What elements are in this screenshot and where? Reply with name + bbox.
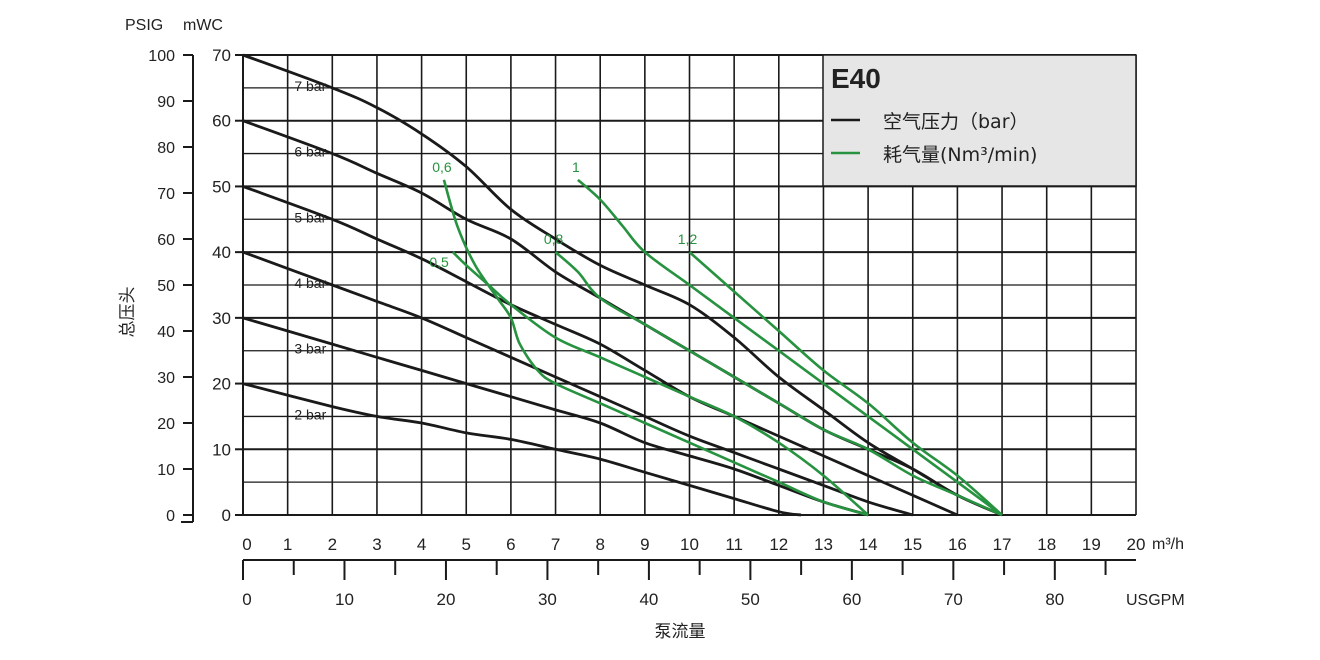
air-curve-1 — [577, 178, 1003, 517]
y-tick-label: 20 — [212, 375, 231, 394]
x-tick-label: 4 — [417, 535, 426, 554]
pressure-curve-label: 6 bar — [294, 144, 326, 160]
pressure-curve-4-bar — [242, 250, 914, 517]
y-tick-label: 50 — [212, 177, 231, 196]
y2-tick-label: 20 — [157, 416, 175, 433]
air-curve-label: 0,8 — [544, 231, 564, 247]
y2-tick-label: 90 — [157, 94, 175, 111]
x-tick-label: 1 — [283, 535, 292, 554]
pressure-curve-label: 2 bar — [294, 406, 326, 422]
x-tick-label: 11 — [725, 535, 743, 554]
y-tick-label: 40 — [212, 243, 231, 262]
x2-unit-label: USGPM — [1126, 592, 1185, 609]
x-tick-label: 3 — [372, 535, 381, 554]
x-tick-label: 19 — [1082, 535, 1101, 554]
air-curve-label: 0,5 — [429, 254, 449, 270]
legend-label-air-pressure: 空气压力（bar） — [883, 111, 1029, 133]
x-tick-label: 6 — [506, 535, 515, 554]
air-curve-0-6 — [442, 179, 869, 517]
axis-labels: PSIG mWC m³/h USGPM 泵流量 总压头 — [118, 17, 1185, 642]
y-tick-label: 60 — [212, 112, 231, 131]
y-tick-label: 30 — [212, 309, 231, 328]
x-tick-label: 12 — [769, 535, 788, 554]
y2-tick-label: 50 — [157, 278, 175, 295]
x-tick-label: 13 — [814, 535, 833, 554]
pressure-curve-7-bar — [242, 53, 1003, 517]
x2-tick-label: 80 — [1045, 590, 1064, 609]
x-tick-label: 0 — [242, 535, 251, 554]
y2-tick-label: 30 — [157, 370, 175, 387]
pressure-curve-label: 3 bar — [294, 341, 326, 357]
x2-tick-label: 0 — [242, 590, 251, 609]
air-curve-label: 1,2 — [678, 231, 698, 247]
legend-label-air-consumption: 耗气量(Nm³/min) — [883, 144, 1037, 166]
x-tick-label: 14 — [859, 535, 878, 554]
y2-tick-label: 80 — [157, 140, 175, 157]
y-axis-title: 总压头 — [118, 287, 138, 338]
y-tick-label: 10 — [212, 440, 231, 459]
x2-tick-label: 60 — [842, 590, 861, 609]
pressure-curves: 7 bar 6 bar 5 bar 4 bar 3 bar 2 bar — [242, 53, 1003, 517]
pressure-curve-label: 4 bar — [294, 275, 326, 291]
x-tick-label: 17 — [993, 535, 1012, 554]
x2-tick-label: 50 — [741, 590, 760, 609]
air-curve-0-8 — [554, 251, 1003, 517]
x-tick-label: 15 — [903, 535, 922, 554]
air-curve-label: 1 — [572, 159, 580, 175]
x-unit-label: m³/h — [1152, 536, 1184, 553]
y2-tick-label: 60 — [157, 232, 175, 249]
pressure-curve-label: 7 bar — [294, 78, 326, 94]
chart-title: E40 — [831, 63, 881, 94]
y2-unit-label: PSIG — [125, 17, 163, 34]
y2-tick-label: 40 — [157, 324, 175, 341]
x2-tick-label: 40 — [639, 590, 658, 609]
x2-tick-label: 10 — [335, 590, 354, 609]
y2-tick-label: 70 — [157, 186, 175, 203]
x-tick-label: 10 — [680, 535, 699, 554]
air-curve-1-2 — [688, 251, 1003, 516]
x-tick-label: 16 — [948, 535, 967, 554]
x-tick-label: 5 — [462, 535, 471, 554]
pressure-curve-2-bar — [242, 382, 802, 517]
x-tick-label: 20 — [1127, 535, 1146, 554]
y2-tick-label: 10 — [157, 462, 175, 479]
x2-tick-label: 70 — [944, 590, 963, 609]
x-tick-label: 8 — [595, 535, 604, 554]
legend-background — [822, 54, 1137, 187]
x-tick-label: 7 — [551, 535, 560, 554]
air-curve-label: 0,6 — [432, 159, 452, 175]
pressure-curve-3-bar — [242, 316, 869, 517]
x-tick-label: 9 — [640, 535, 649, 554]
x2-tick-label: 20 — [436, 590, 455, 609]
y-unit-label: mWC — [183, 17, 223, 34]
y2-tick-label: 0 — [166, 508, 175, 525]
x-axis-title: 泵流量 — [655, 622, 706, 642]
y2-tick-label: 100 — [148, 48, 175, 65]
pressure-curve-5-bar — [242, 185, 958, 517]
x-tick-label: 18 — [1037, 535, 1056, 554]
y-tick-label: 0 — [222, 506, 231, 525]
air-consumption-curves: 0,5 0,6 0,8 1 1,2 — [429, 159, 1003, 517]
pressure-curve-label: 5 bar — [294, 209, 326, 225]
grid — [242, 54, 1137, 516]
y-tick-label: 70 — [212, 46, 231, 65]
x2-tick-label: 30 — [538, 590, 557, 609]
legend: E40 空气压力（bar） 耗气量(Nm³/min) — [822, 54, 1137, 187]
x-tick-label: 2 — [328, 535, 337, 554]
